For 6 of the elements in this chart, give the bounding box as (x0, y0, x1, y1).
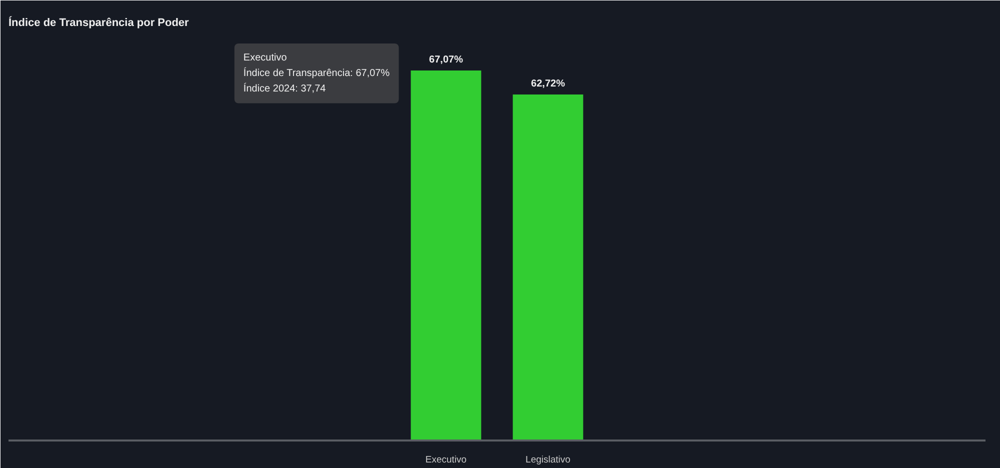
text: Executivo Índice de Transparência: 67,07% Índice 2024: 37,74 (243, 52, 390, 94)
x-tick-label: Legislativo (526, 454, 570, 466)
x-tick-label: Executivo (425, 454, 467, 466)
text: Índice de Transparência por Poder (8, 16, 190, 29)
data-label: 67,07% (429, 54, 464, 66)
data-label: 62,72% (531, 78, 566, 90)
